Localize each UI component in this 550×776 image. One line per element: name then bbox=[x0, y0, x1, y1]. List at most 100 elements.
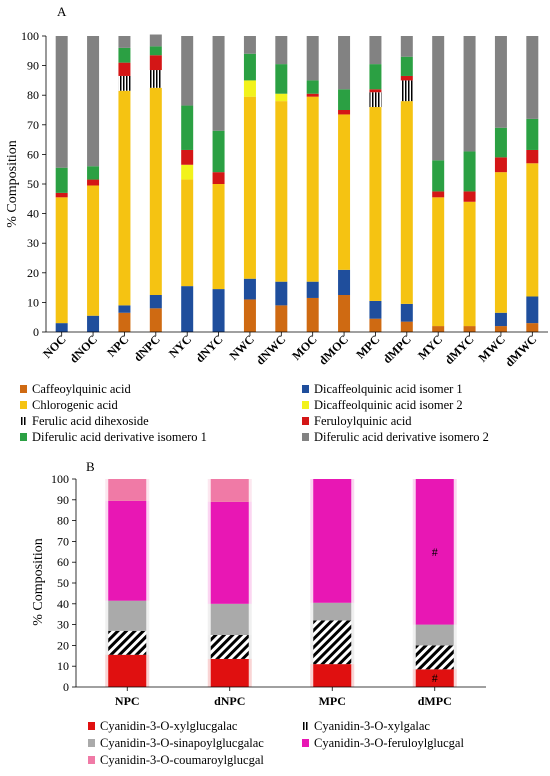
bar-segment-diferulic-acid-derivative-isomero-2 bbox=[181, 36, 194, 106]
bar-segment-feruloylquinic-acid bbox=[400, 75, 413, 81]
bar-segment-cyanidin-3-o-xylglucgalac bbox=[108, 654, 147, 687]
bar-segment-diferulic-acid-derivative-isomero-2 bbox=[338, 36, 351, 90]
y-tick-label: 80 bbox=[57, 514, 69, 528]
bar-segment-caffeoylquinic-acid bbox=[149, 308, 162, 332]
bar-segment-feruloylquinic-acid bbox=[87, 179, 100, 186]
legend-swatch-caffeoylquinic-acid bbox=[20, 385, 27, 393]
bar-segment-cyanidin-3-o-xylglucgalac bbox=[210, 658, 249, 687]
legend-swatch-diferulic-acid-derivative-isomero-2 bbox=[302, 433, 309, 441]
y-tick-label: 90 bbox=[57, 493, 69, 507]
bar-segment-feruloylquinic-acid bbox=[432, 191, 445, 198]
bar-segment-caffeoylquinic-acid bbox=[494, 326, 507, 332]
y-tick-label: 10 bbox=[57, 659, 69, 673]
bar-segment-cyanidin-3-o-xylgalac bbox=[210, 635, 249, 659]
legend-label: Dicaffeolquinic acid isomer 1 bbox=[314, 382, 463, 396]
bar-segment-diferulic-acid-derivative-isomero-1 bbox=[338, 89, 351, 110]
x-tick-label: dMOC bbox=[316, 332, 351, 367]
legend-label: Feruloylquinic acid bbox=[314, 414, 412, 428]
y-tick-label: 100 bbox=[21, 29, 39, 43]
y-tick-label: 50 bbox=[57, 576, 69, 590]
bar-segment-cyanidin-3-o-sinapoylglucgalac bbox=[108, 600, 147, 631]
bar-segment-caffeoylquinic-acid bbox=[338, 295, 351, 332]
legend-b: Cyanidin-3-O-xylglucgalac Cyanidin-3-O-xy… bbox=[88, 719, 464, 767]
legend-label: Diferulic acid derivative isomero 2 bbox=[314, 430, 489, 444]
legend-label: Diferulic acid derivative isomero 1 bbox=[32, 430, 207, 444]
bar-segment-cyanidin-3-o-feruloylglucgal bbox=[415, 479, 454, 625]
bar-segment-cyanidin-3-o-coumaroylglucgal bbox=[210, 479, 249, 502]
bar-segment-chlorogenic-acid bbox=[463, 201, 476, 327]
y-axis-label-b: % Composition bbox=[31, 538, 46, 626]
x-tick-label: NPC bbox=[115, 694, 140, 708]
bar-segment-diferulic-acid-derivative-isomero-1 bbox=[243, 53, 256, 81]
y-tick-label: 0 bbox=[33, 325, 39, 339]
bar-segment-dicaffeolquinic-acid-isomer-1 bbox=[338, 269, 351, 295]
y-ticks-a: 0 10 20 30 40 50 60 70 80 90 100 bbox=[21, 29, 47, 339]
y-tick-label: 30 bbox=[57, 618, 69, 632]
legend-a: Caffeoylquinic acid Dicaffeolquinic acid … bbox=[20, 382, 489, 444]
bar-segment-chlorogenic-acid bbox=[275, 101, 288, 282]
bars-a bbox=[55, 34, 539, 332]
bar-segment-cyanidin-3-o-xylglucgalac bbox=[415, 669, 454, 687]
bar-segment-dicaffeolquinic-acid-isomer-1 bbox=[243, 278, 256, 300]
bar-segment-cyanidin-3-o-feruloylglucgal bbox=[210, 501, 249, 604]
bar-segment-diferulic-acid-derivative-isomero-2 bbox=[149, 34, 162, 47]
bar-segment-feruloylquinic-acid bbox=[494, 157, 507, 173]
bar-segment-diferulic-acid-derivative-isomero-1 bbox=[494, 127, 507, 158]
y-tick-label: 60 bbox=[57, 555, 69, 569]
annotation-hash: # bbox=[432, 671, 438, 685]
bar-segment-cyanidin-3-o-sinapoylglucgalac bbox=[415, 624, 454, 646]
bar-segment-caffeoylquinic-acid bbox=[463, 326, 476, 332]
bar-segment-chlorogenic-acid bbox=[494, 172, 507, 313]
x-tick-label: dNPC bbox=[131, 332, 163, 364]
bar-segment-feruloylquinic-acid bbox=[463, 191, 476, 202]
bar-segment-diferulic-acid-derivative-isomero-1 bbox=[369, 64, 382, 90]
bar-segment-diferulic-acid-derivative-isomero-2 bbox=[432, 36, 445, 161]
legend-swatch-cyanidin-3-o-feruloylglucgal bbox=[302, 739, 309, 747]
bar-segment-dicaffeolquinic-acid-isomer-1 bbox=[118, 305, 131, 313]
bar-segment-diferulic-acid-derivative-isomero-2 bbox=[55, 36, 68, 168]
bar-segment-diferulic-acid-derivative-isomero-1 bbox=[55, 167, 68, 193]
x-tick-label: MPC bbox=[319, 694, 346, 708]
legend-label: Cyanidin-3-O-xylglucgalac bbox=[100, 719, 238, 733]
y-tick-label: 100 bbox=[51, 472, 69, 486]
bar-segment-diferulic-acid-derivative-isomero-1 bbox=[400, 56, 413, 76]
y-tick-label: 70 bbox=[57, 534, 69, 548]
bar-segment-cyanidin-3-o-feruloylglucgal bbox=[313, 479, 352, 603]
legend-swatch-cyanidin-3-o-xylgalac bbox=[302, 722, 309, 730]
bar-segment-diferulic-acid-derivative-isomero-2 bbox=[526, 36, 539, 119]
bar-segment-caffeoylquinic-acid bbox=[118, 312, 131, 332]
legend-label: Caffeoylquinic acid bbox=[32, 382, 131, 396]
bar-segment-dicaffeolquinic-acid-isomer-1 bbox=[526, 296, 539, 324]
y-tick-label: 50 bbox=[27, 177, 39, 191]
chart-panel-b: B % Composition 0 10 20 30 40 50 60 70 80 90 100 #… bbox=[31, 459, 486, 767]
bar-segment-diferulic-acid-derivative-isomero-2 bbox=[306, 36, 319, 81]
bar-segment-diferulic-acid-derivative-isomero-2 bbox=[369, 36, 382, 65]
bar-segment-feruloylquinic-acid bbox=[526, 149, 539, 164]
legend-swatch-diferulic-acid-derivative-isomero-1 bbox=[20, 433, 27, 441]
bar-segment-caffeoylquinic-acid bbox=[432, 326, 445, 332]
legend-label: Cyanidin-3-O-xylgalac bbox=[314, 719, 430, 733]
bar-segment-diferulic-acid-derivative-isomero-1 bbox=[306, 80, 319, 94]
bar-segment-diferulic-acid-derivative-isomero-1 bbox=[275, 64, 288, 94]
bar-segment-cyanidin-3-o-coumaroylglucgal bbox=[108, 479, 147, 501]
bar-segment-feruloylquinic-acid bbox=[306, 93, 319, 97]
bar-segment-dicaffeolquinic-acid-isomer-1 bbox=[306, 281, 319, 298]
legend-swatch-cyanidin-3-o-coumaroylglucgal bbox=[88, 756, 95, 764]
x-tick-label: dMPC bbox=[418, 694, 452, 708]
bar-segment-diferulic-acid-derivative-isomero-1 bbox=[181, 105, 194, 150]
bar-segment-chlorogenic-acid bbox=[118, 90, 131, 306]
bar-segment-chlorogenic-acid bbox=[526, 163, 539, 297]
bars-b: ## bbox=[105, 479, 457, 687]
bar-segment-ferulic-acid-dihexoside bbox=[149, 70, 162, 88]
bar-segment-feruloylquinic-acid bbox=[369, 89, 382, 93]
bar-segment-diferulic-acid-derivative-isomero-1 bbox=[526, 118, 539, 150]
x-tick-label: NPC bbox=[104, 332, 131, 359]
bar-segment-cyanidin-3-o-sinapoylglucgalac bbox=[313, 602, 352, 621]
legend-swatch-cyanidin-3-o-sinapoylglucgalac bbox=[88, 739, 95, 747]
x-tick-label: NOC bbox=[40, 332, 69, 361]
bar-segment-feruloylquinic-acid bbox=[212, 172, 225, 184]
bar-segment-chlorogenic-acid bbox=[338, 114, 351, 270]
bar-segment-chlorogenic-acid bbox=[432, 197, 445, 327]
panel-label-a: A bbox=[57, 4, 67, 19]
